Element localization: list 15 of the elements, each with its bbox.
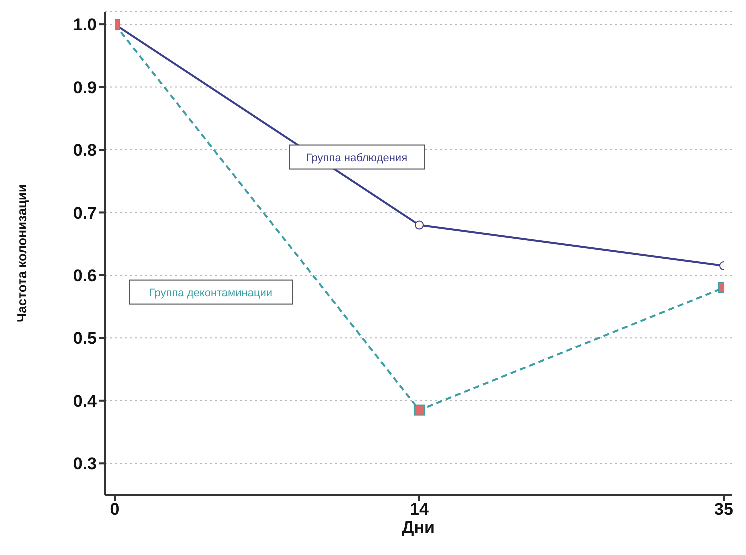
y-tick-label: 1.0 (73, 16, 97, 35)
text: Группа деконтаминации (149, 287, 273, 300)
y-tick-label: 0.7 (73, 204, 97, 223)
y-tick-label: 0.3 (73, 454, 97, 474)
y-tick-label: 0.4 (73, 392, 98, 411)
y-tick-label: 0.5 (73, 329, 97, 348)
y-axis-title: Частота колонизации (14, 184, 30, 322)
y-tick-label: 0.8 (73, 141, 97, 160)
x-tick-label: 14 (410, 500, 430, 520)
x-axis-title: Дни (402, 518, 435, 537)
y-tick-label: 0.6 (73, 266, 97, 286)
y-tick-label: 0.9 (73, 78, 97, 98)
x-tick-label: 0 (110, 500, 120, 520)
series-label: Группа наблюдения (306, 152, 408, 164)
x-tick-label: 35 (714, 500, 734, 520)
